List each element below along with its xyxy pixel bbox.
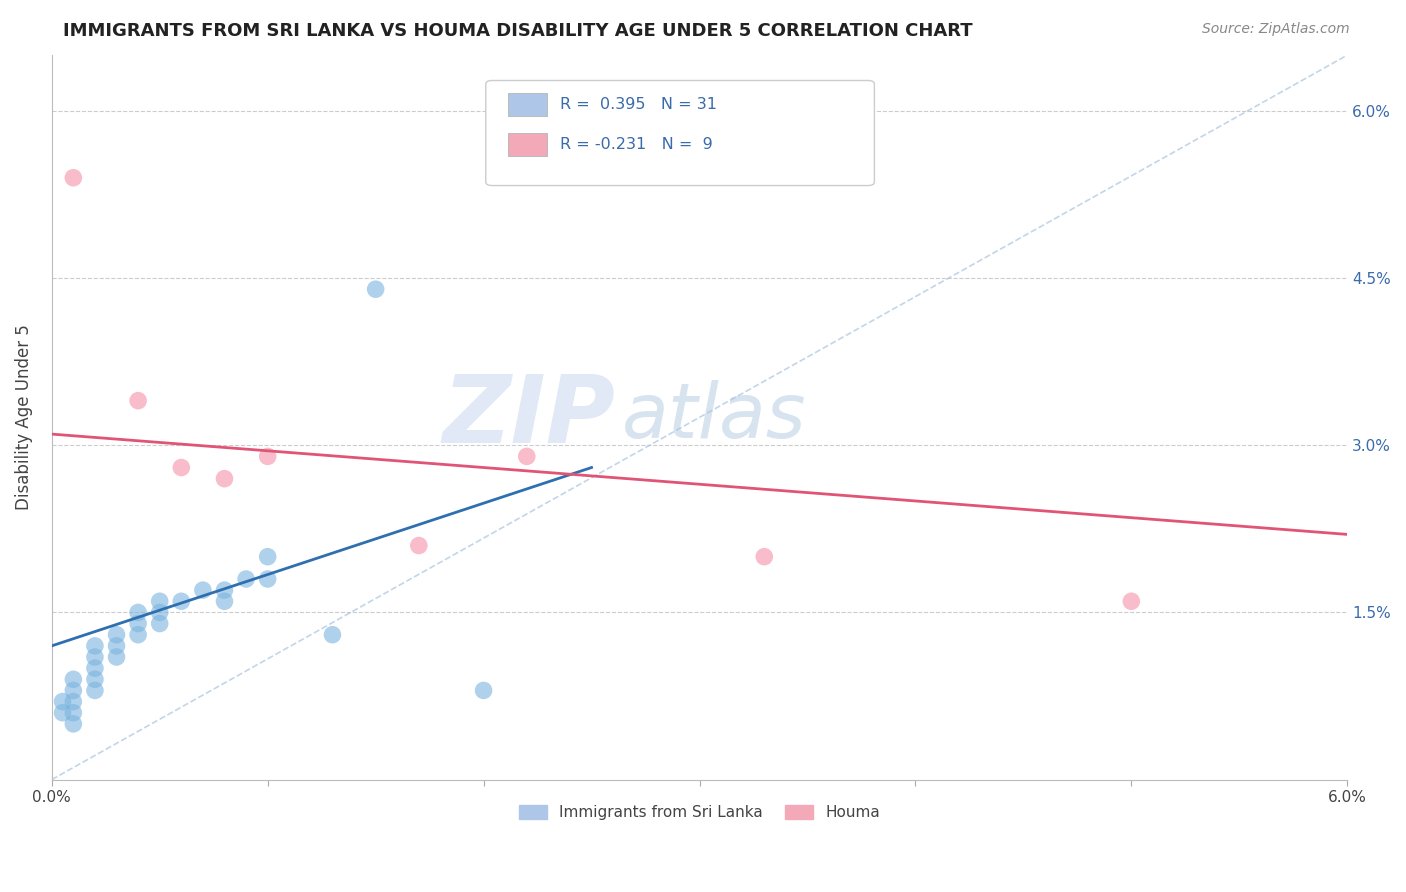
Point: [170, 460, 193, 475]
Point: [62, 717, 84, 731]
Point: [127, 393, 149, 408]
Point: [256, 572, 278, 586]
Point: [516, 450, 538, 464]
Point: [127, 616, 149, 631]
Point: [321, 628, 343, 642]
Point: [127, 606, 149, 620]
Point: [62, 695, 84, 709]
Point: [51, 706, 73, 720]
Y-axis label: Disability Age Under 5: Disability Age Under 5: [15, 325, 32, 510]
Point: [62, 673, 84, 687]
Point: [472, 683, 495, 698]
Point: [105, 650, 128, 665]
Point: [1121, 594, 1143, 608]
Point: [84, 650, 107, 665]
Point: [149, 606, 172, 620]
Point: [191, 583, 214, 598]
Point: [214, 472, 236, 486]
Point: [149, 616, 172, 631]
FancyBboxPatch shape: [508, 133, 547, 156]
Text: Source: ZipAtlas.com: Source: ZipAtlas.com: [1202, 22, 1350, 37]
Point: [84, 639, 107, 653]
Legend: Immigrants from Sri Lanka, Houma: Immigrants from Sri Lanka, Houma: [513, 798, 886, 826]
FancyBboxPatch shape: [485, 80, 875, 186]
Point: [62, 683, 84, 698]
Text: R =  0.395   N = 31: R = 0.395 N = 31: [560, 97, 717, 112]
Text: ZIP: ZIP: [443, 371, 616, 463]
Point: [214, 583, 236, 598]
Point: [256, 450, 278, 464]
Point: [149, 594, 172, 608]
Text: IMMIGRANTS FROM SRI LANKA VS HOUMA DISABILITY AGE UNDER 5 CORRELATION CHART: IMMIGRANTS FROM SRI LANKA VS HOUMA DISAB…: [63, 22, 973, 40]
Point: [62, 706, 84, 720]
Point: [214, 594, 236, 608]
Point: [51, 695, 73, 709]
Text: R = -0.231   N =  9: R = -0.231 N = 9: [560, 136, 713, 152]
Point: [408, 539, 430, 553]
Point: [84, 683, 107, 698]
Point: [754, 549, 776, 564]
Text: atlas: atlas: [621, 380, 806, 454]
Point: [105, 639, 128, 653]
FancyBboxPatch shape: [508, 93, 547, 116]
Point: [105, 628, 128, 642]
Point: [127, 628, 149, 642]
Point: [84, 673, 107, 687]
Point: [256, 549, 278, 564]
Point: [235, 572, 257, 586]
Point: [170, 594, 193, 608]
Point: [84, 661, 107, 675]
Point: [364, 282, 387, 296]
Point: [62, 170, 84, 185]
